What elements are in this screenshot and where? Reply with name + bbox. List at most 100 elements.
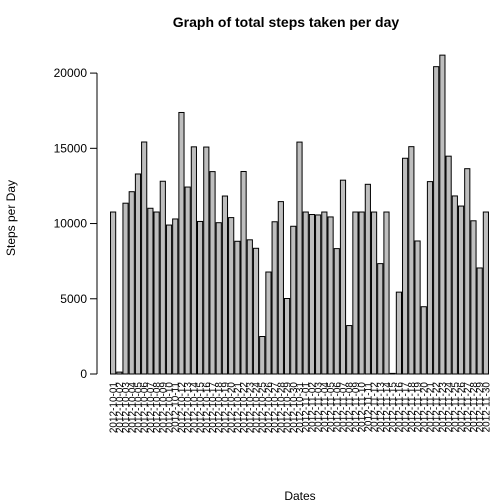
bar-2012-11-09 [352, 211, 359, 375]
bar-2012-10-02 [116, 371, 123, 375]
x-tick-label: 2012-11-11 [363, 382, 374, 432]
bar-2012-10-06 [141, 141, 148, 375]
bar-2012-11-12 [370, 211, 378, 375]
x-tick-label: 2012-10-25 [258, 382, 269, 434]
bar-2012-10-04 [128, 191, 135, 375]
x-tick-label: 2012-10-31 [295, 382, 306, 434]
x-tick-label: 2012-11-19 [413, 382, 424, 433]
y-tick-label: 0 [80, 367, 87, 381]
x-tick-label: 2012-10-13 [183, 382, 194, 434]
bar-2012-10-07 [147, 207, 154, 375]
x-tick-label: 2012-10-23 [245, 382, 256, 434]
y-tick-label: 20000 [54, 66, 88, 80]
x-tick-label: 2012-11-20 [419, 382, 430, 433]
x-tick-label: 2012-11-30 [481, 382, 492, 433]
x-tick-label: 2012-11-14 [382, 382, 393, 433]
x-tick-label: 2012-10-14 [189, 382, 200, 434]
x-tick-label: 2012-10-12 [177, 382, 188, 434]
bar-2012-11-30 [482, 211, 489, 375]
x-tick-label: 2012-10-11 [171, 382, 182, 433]
bar-2012-10-31 [296, 141, 303, 375]
x-tick-label: 2012-11-01 [301, 382, 312, 433]
x-tick-label: 2012-11-27 [463, 382, 474, 433]
x-tick-label: 2012-10-07 [146, 382, 157, 434]
bar-2012-10-01 [110, 211, 117, 375]
x-tick-label: 2012-11-09 [351, 382, 362, 433]
x-tick-label: 2012-10-26 [264, 382, 275, 434]
bar-2012-10-21 [234, 240, 241, 375]
x-tick-label: 2012-10-05 [133, 382, 144, 434]
bar-2012-10-11 [172, 218, 179, 375]
bar-2012-11-08 [346, 325, 353, 375]
x-tick-label: 2012-11-23 [438, 382, 449, 433]
x-tick-label: 2012-11-03 [314, 382, 325, 433]
bar-2012-10-15 [197, 220, 204, 375]
x-tick-label: 2012-11-04 [320, 382, 331, 433]
x-tick-label: 2012-10-28 [276, 382, 287, 434]
x-tick-label: 2012-10-10 [165, 382, 176, 434]
x-tick-label: 2012-11-13 [376, 382, 387, 433]
x-tick-label: 2012-11-06 [332, 382, 343, 433]
bar-2012-11-21 [426, 181, 434, 375]
bar-2012-11-27 [464, 168, 471, 375]
x-tick-label: 2012-11-24 [444, 382, 455, 433]
bar-2012-11-05 [327, 216, 334, 375]
bar-2012-11-28 [470, 220, 477, 375]
x-tick-label: 2012-10-21 [233, 382, 244, 434]
bar-2012-10-12 [178, 111, 185, 375]
y-axis-label: Steps per Day [4, 180, 18, 256]
bar-2012-11-22 [433, 66, 440, 375]
x-tick-label: 2012-10-19 [220, 382, 231, 434]
bar-2012-11-14 [383, 211, 390, 375]
y-tick-label: 5000 [60, 292, 87, 306]
bar-2012-11-19 [414, 240, 421, 375]
bar-2012-11-18 [408, 146, 415, 375]
bar-2012-10-24 [252, 247, 260, 375]
bar-2012-10-25 [259, 336, 266, 375]
bar-2012-10-05 [134, 173, 142, 375]
x-tick-label: 2012-10-04 [127, 382, 138, 434]
x-tick-label: 2012-11-28 [469, 382, 480, 433]
bar-2012-10-14 [190, 146, 197, 375]
bar-2012-10-17 [209, 171, 216, 375]
y-axis: 0 5000 10000 15000 20000 [54, 66, 98, 381]
bar-2012-11-11 [364, 183, 371, 375]
x-tick-label: 2012-11-17 [401, 382, 412, 433]
bar-2012-11-23 [439, 54, 446, 375]
bar-2012-11-24 [445, 155, 452, 375]
bar-2012-10-28 [277, 201, 284, 375]
bar-2012-10-22 [240, 170, 247, 375]
x-tick-label: 2012-11-07 [338, 382, 349, 433]
x-tick-label: 2012-10-01 [109, 382, 120, 434]
x-tick-label: 2012-11-02 [307, 382, 318, 433]
bar-2012-10-03 [122, 202, 129, 375]
x-tick-label: 2012-11-16 [394, 382, 405, 433]
bar-2012-11-16 [395, 291, 403, 375]
bar-2012-11-10 [358, 211, 365, 375]
x-tick-label: 2012-10-24 [252, 382, 263, 434]
y-tick-label: 10000 [54, 217, 88, 231]
bar-2012-10-08 [153, 211, 160, 375]
x-tick-label: 2012-11-10 [357, 382, 368, 433]
bar-2012-11-01 [302, 211, 309, 375]
x-tick-label: 2012-10-22 [239, 382, 250, 434]
bar-2012-11-02 [308, 214, 316, 375]
bar-2012-10-23 [246, 239, 253, 375]
bar-2012-10-30 [290, 225, 297, 375]
bar-2012-11-15 [389, 372, 396, 375]
x-axis-label: Dates [284, 489, 315, 503]
bar-2012-11-17 [402, 157, 409, 375]
x-tick-label: 2012-10-06 [140, 382, 151, 434]
x-tick-label: 2012-11-12 [370, 382, 381, 433]
bar-2012-10-13 [184, 186, 191, 375]
x-tick-label: 2012-10-17 [208, 382, 219, 434]
bar-2012-11-25 [451, 195, 458, 375]
bar-2012-10-20 [228, 217, 235, 375]
bar-2012-11-06 [333, 248, 340, 375]
x-tick-label: 2012-11-15 [388, 382, 399, 433]
x-tick-label: 2012-10-29 [283, 382, 294, 434]
x-tick-label: 2012-11-08 [345, 382, 356, 433]
y-tick-label: 15000 [54, 141, 88, 155]
x-tick-label: 2012-10-18 [214, 382, 225, 434]
